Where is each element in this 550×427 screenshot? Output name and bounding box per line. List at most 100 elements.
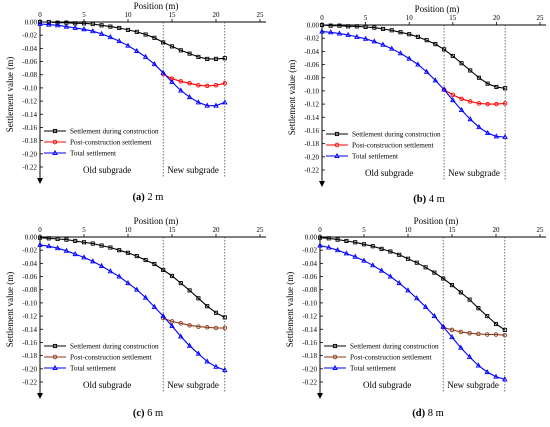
- data-point: [222, 315, 227, 320]
- data-point: [116, 273, 122, 279]
- data-point: [319, 28, 325, 34]
- data-point: [99, 23, 104, 28]
- data-point: [213, 102, 219, 108]
- data-point: [449, 327, 455, 333]
- region-label-new: New subgrade: [447, 380, 499, 390]
- x-tick-label: 5: [82, 226, 86, 234]
- data-point: [406, 55, 412, 61]
- data-point: [370, 244, 375, 249]
- data-point: [432, 77, 439, 83]
- data-point: [405, 256, 411, 261]
- data-point: [476, 306, 481, 311]
- data-point: [90, 258, 96, 264]
- data-point: [389, 28, 394, 33]
- data-point: [397, 50, 404, 56]
- data-point: [370, 262, 376, 268]
- data-point: [493, 373, 499, 379]
- legend-marker: [334, 142, 340, 148]
- x-axis-title: Position (m): [134, 216, 179, 226]
- region-label-new: New subgrade: [167, 380, 219, 390]
- legend-label: Total settlement: [352, 153, 398, 161]
- chart-panel-1: 0 5 10 15 20 25 0.00 -0.02 -0.04 -0.06 -0.08 -0.10 -…: [5, 1, 266, 203]
- data-point: [152, 261, 157, 267]
- data-point: [388, 249, 393, 254]
- data-point: [502, 133, 508, 139]
- y-tick-label: -0.02: [22, 32, 37, 40]
- y-tick-label: -0.08: [302, 286, 317, 294]
- data-point: [467, 330, 472, 336]
- series-circle: [160, 71, 228, 89]
- y-tick-label: -0.06: [22, 58, 37, 66]
- x-tick-label: 25: [257, 11, 265, 19]
- x-tick-label: 20: [493, 226, 501, 234]
- data-point: [98, 30, 105, 36]
- y-tick-label: -0.04: [22, 45, 37, 53]
- x-tick-label: 10: [405, 226, 413, 234]
- data-point: [81, 254, 87, 260]
- data-point: [161, 267, 166, 273]
- legend: Settlement during construction Post-const…: [324, 343, 439, 373]
- data-point: [450, 92, 456, 98]
- x-tick-label: 0: [318, 226, 322, 234]
- data-point: [54, 245, 61, 251]
- y-tick-label: -0.12: [22, 98, 37, 106]
- data-point: [222, 366, 228, 373]
- data-point: [46, 21, 52, 27]
- y-tick-label: 0.00: [25, 19, 38, 27]
- data-point: [54, 22, 61, 28]
- data-point: [415, 34, 420, 39]
- data-point: [502, 332, 508, 338]
- data-point: [178, 48, 183, 53]
- data-point: [484, 368, 490, 375]
- data-point: [178, 79, 184, 84]
- y-tick-label: -0.22: [302, 379, 317, 387]
- x-tick-label: 25: [537, 14, 545, 22]
- data-point: [55, 20, 60, 25]
- x-tick-label: 20: [213, 11, 221, 19]
- data-point: [46, 19, 51, 25]
- y-tick-label: -0.16: [22, 124, 37, 132]
- data-point: [476, 101, 482, 106]
- data-point: [37, 20, 43, 26]
- data-point: [326, 244, 332, 250]
- legend-marker: [332, 354, 338, 360]
- data-point: [405, 287, 411, 293]
- data-point: [46, 236, 51, 241]
- data-point: [502, 327, 507, 332]
- data-point: [72, 24, 78, 30]
- series-line: [40, 21, 225, 60]
- x-tick-label: 15: [169, 11, 177, 19]
- data-point: [152, 35, 157, 40]
- data-point: [476, 75, 482, 80]
- data-point: [442, 47, 447, 52]
- data-point: [423, 68, 430, 74]
- data-point: [476, 331, 481, 337]
- y-tick-label: -0.20: [22, 150, 37, 158]
- x-tick-label: 20: [213, 226, 221, 234]
- y-tick-label: -0.02: [22, 247, 37, 255]
- series-square: [37, 235, 227, 320]
- data-point: [468, 68, 473, 73]
- y-axis-title: Settlement value (m): [5, 272, 15, 347]
- data-point: [379, 246, 384, 251]
- data-point: [389, 45, 395, 51]
- data-point: [458, 329, 464, 335]
- series-line: [321, 24, 506, 89]
- data-point: [346, 24, 351, 29]
- x-tick-label: 10: [125, 226, 133, 234]
- y-tick-label: -0.04: [302, 260, 317, 268]
- legend-label: Total settlement: [70, 365, 116, 373]
- legend-marker: [52, 139, 58, 145]
- y-tick-label: -0.14: [304, 114, 319, 122]
- legend-label: Settlement during construction: [350, 343, 439, 351]
- data-point: [81, 240, 87, 245]
- y-tick-label: -0.16: [302, 339, 317, 347]
- series-line: [319, 245, 505, 380]
- data-point: [431, 312, 438, 319]
- y-tick-label: -0.10: [304, 87, 319, 95]
- panel-caption: (b) 4 m: [413, 194, 445, 205]
- data-point: [187, 288, 192, 293]
- y-tick-label: -0.12: [302, 313, 317, 321]
- legend-marker: [52, 364, 58, 370]
- data-point: [485, 314, 490, 319]
